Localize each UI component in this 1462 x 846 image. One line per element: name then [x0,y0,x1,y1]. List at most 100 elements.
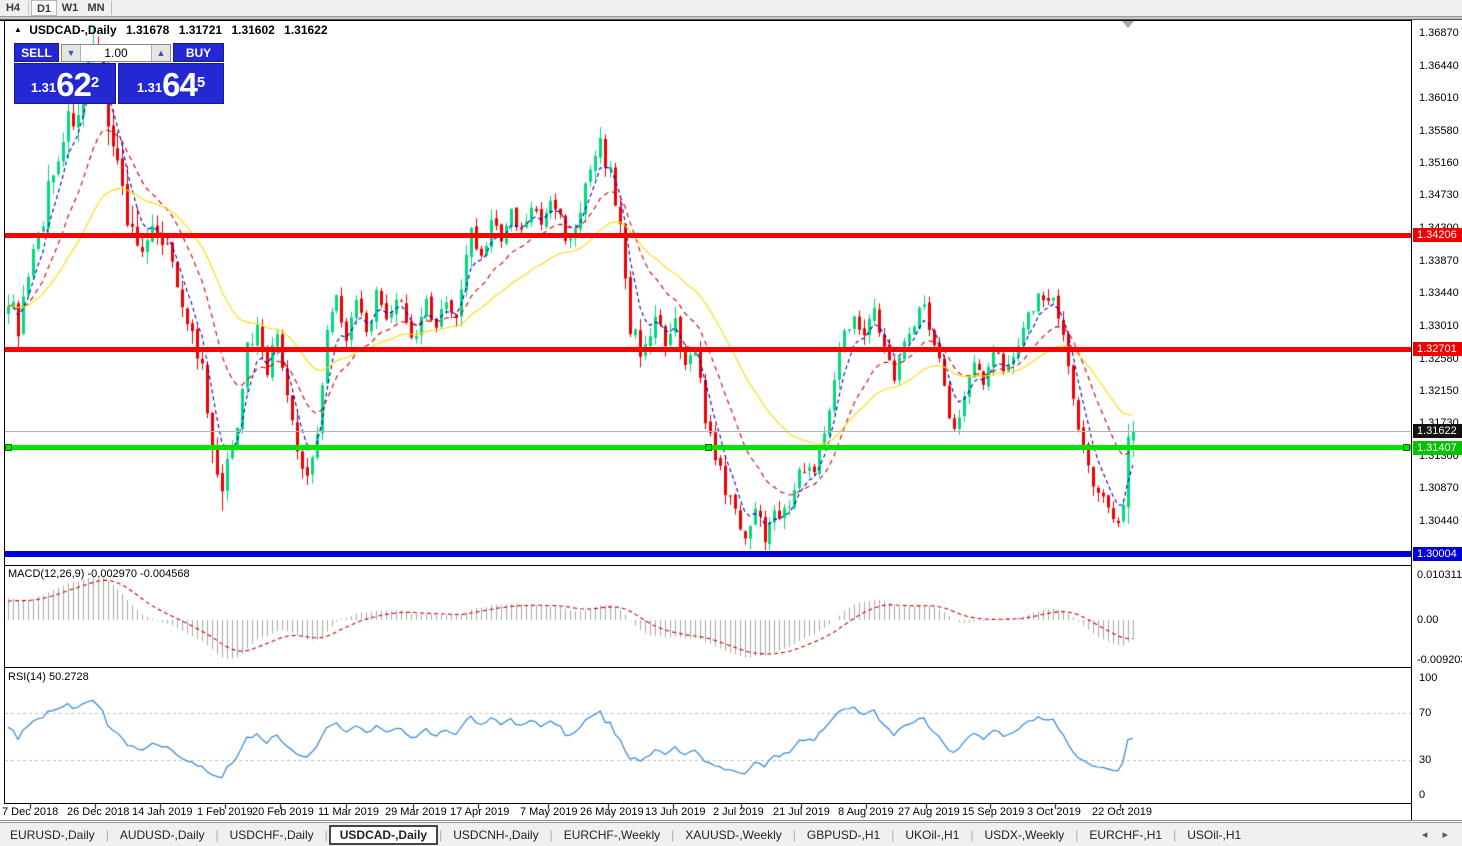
macd-axis-label: 0.010311 [1417,569,1462,581]
volume-increase-icon[interactable]: ▲ [151,45,170,61]
price-tick-label: 1.33010 [1419,319,1459,332]
timeframe-d1-button[interactable]: D1 [31,0,57,16]
tab-usdx-weekly[interactable]: USDX-,Weekly [984,827,1065,842]
date-tick-label: 1 Feb 2019 [197,806,253,818]
timeframe-mn-button[interactable]: MN [83,0,109,16]
chart-bottom-border [0,820,1462,821]
price-tick-label: 1.36870 [1419,27,1459,39]
date-tick-label: 7 Dec 2018 [2,806,59,818]
price-badge-1.30004: 1.30004 [1413,547,1462,562]
macd-indicator-label: MACD(12,26,9) -0.002970 -0.004568 [8,568,190,580]
sell-price-quote[interactable]: 1.31 62 2 [14,63,116,104]
tab-separator: | [324,827,328,842]
tab-gbpusd-h1[interactable]: GBPUSD-,H1 [806,827,881,842]
date-tick-label: 26 May 2019 [580,806,644,818]
sell-button[interactable]: SELL [14,43,59,62]
price-tick-label: 1.36440 [1419,59,1459,72]
date-axis-separator [4,803,1462,804]
tab-eurchf-weekly[interactable]: EURCHF-,Weekly [563,827,661,842]
tab-separator: | [970,827,974,842]
tab-separator: | [1075,827,1079,842]
rsi-panel-separator[interactable] [4,667,1462,668]
tab-eurusd-daily[interactable]: EURUSD-,Daily [10,827,95,842]
rsi-indicator-label: RSI(14) 50.2728 [8,671,89,683]
resistance-line-lower[interactable] [5,347,1411,352]
price-badge-1.31622: 1.31622 [1413,424,1462,439]
date-tick-label: 11 Mar 2019 [318,806,379,818]
buy-price-pip: 5 [196,74,206,91]
price-tick-label: 1.35580 [1419,124,1459,137]
price-tick-label: 1.30870 [1419,482,1459,495]
date-tick-label: 13 Jun 2019 [645,806,706,818]
price-tick-label: 1.32150 [1419,385,1459,398]
tab-scroll-arrows-icon[interactable]: ◂ ▸ [1421,829,1454,841]
tab-usoil-h1[interactable]: USOil-,H1 [1187,827,1242,842]
date-tick-label: 26 Dec 2018 [67,806,130,818]
price-tick-label: 1.30440 [1419,515,1459,527]
chart-top-border [0,20,1462,21]
buy-button[interactable]: BUY [173,43,224,62]
macd-axis-label: 0.00 [1417,614,1439,626]
rsi-axis-label: 70 [1419,707,1432,720]
date-axis[interactable]: 7 Dec 2018 26 Dec 2018 14 Jan 2019 1 Feb 20… [0,804,1411,820]
ohlc-open: 1.31678 [125,23,170,37]
date-tick-label: 7 May 2019 [520,806,578,818]
tab-separator: | [215,827,219,842]
rsi-axis-label: 30 [1419,753,1432,766]
price-tick-label: 1.34730 [1419,189,1459,202]
tab-separator: | [439,827,443,842]
tab-usdchf-daily[interactable]: USDCHF-,Daily [229,827,314,842]
one-click-trading-panel: SELL ▼ ▲ BUY 1.31 62 2 1.31 64 5 [14,43,225,104]
tab-separator: | [792,827,796,842]
tab-separator: | [1173,827,1177,842]
timeframe-w1-button[interactable]: W1 [57,0,83,16]
line-drag-handle[interactable] [705,444,712,451]
tab-separator: | [105,827,109,842]
chart-tab-bar: EURUSD-,Daily | AUDUSD-,Daily | USDCHF-,Dail… [0,822,1462,846]
support-line-bottom[interactable] [5,551,1411,557]
date-tick-label: 21 Jul 2019 [773,806,830,818]
date-tick-label: 20 Feb 2019 [252,806,314,818]
resistance-line-upper[interactable] [5,233,1411,238]
price-badge-1.34206: 1.34206 [1413,228,1462,243]
line-drag-handle[interactable] [5,444,12,451]
date-tick-label: 27 Aug 2019 [898,806,960,818]
tab-separator: | [671,827,675,842]
current-price-line[interactable] [5,431,1411,432]
macd-panel-separator[interactable] [4,565,1462,566]
tab-eurchf-h1[interactable]: EURCHF-,H1 [1089,827,1163,842]
tab-ukoil-h1[interactable]: UKOil-,H1 [905,827,960,842]
tab-xauusd-weekly[interactable]: XAUUSD-,Weekly [685,827,782,842]
date-tick-label: 15 Sep 2019 [962,806,1025,818]
toolbar-separator [28,1,29,15]
tab-separator: | [891,827,895,842]
volume-decrease-icon[interactable]: ▼ [62,45,81,61]
macd-axis-label: -0.009203 [1417,654,1462,667]
symbol-name: USDCAD-,Daily [29,23,117,37]
date-tick-label: 3 Oct 2019 [1027,806,1081,818]
tab-usdcad-daily[interactable]: USDCAD-,Daily [328,824,439,845]
chart-left-border [4,20,5,804]
price-tick-label: 1.33440 [1419,287,1459,300]
line-drag-handle[interactable] [1403,444,1410,451]
volume-input[interactable] [81,45,151,61]
price-tick-label: 1.36010 [1419,92,1459,105]
tab-usdcnh-daily[interactable]: USDCNH-,Daily [453,827,539,842]
toolbar-separator [111,1,112,15]
tab-separator: | [549,827,553,842]
chart-shift-marker-icon[interactable] [1122,21,1134,28]
collapse-triangle-icon[interactable]: ▲ [14,25,22,34]
price-badge-1.31407: 1.31407 [1413,440,1462,455]
sell-price-pip: 2 [90,74,100,91]
tab-audusd-daily[interactable]: AUDUSD-,Daily [119,827,205,842]
price-axis[interactable]: 1.36870 1.36440 1.36010 1.35580 1.35160 1.347… [1411,20,1462,820]
chart-ohlc-header: ▲ USDCAD-,Daily 1.31678 1.31721 1.31602 … [14,23,328,37]
timeframe-h4-button[interactable]: H4 [0,0,26,16]
sell-price-big: 62 [56,66,92,103]
date-tick-label: 17 Apr 2019 [450,806,510,818]
buy-price-quote[interactable]: 1.31 64 5 [118,63,224,104]
price-tick-label: 1.33870 [1419,254,1459,267]
date-tick-label: 2 Jul 2019 [713,806,764,818]
